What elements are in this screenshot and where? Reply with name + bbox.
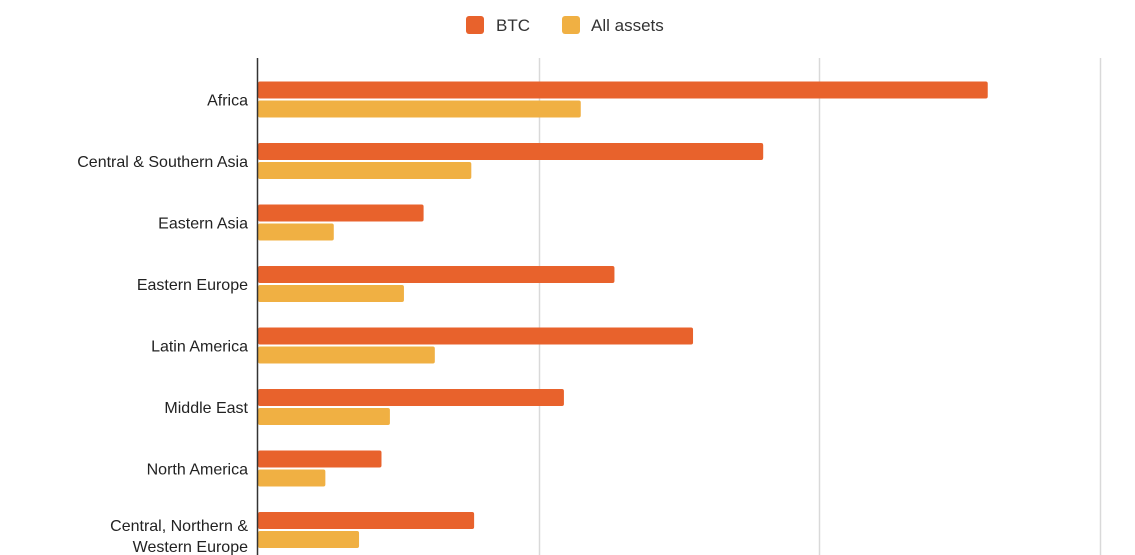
bar-all-assets-6 [258,469,326,487]
bar-all-assets-4 [258,346,435,364]
bar-btc-7 [258,512,475,529]
category-label-7: Central, Northern & Western Europe [110,518,248,555]
gridlines [538,58,1102,555]
category-label-5: Middle East [164,400,248,417]
bars [258,81,988,548]
category-label-3: Eastern Europe [137,277,248,294]
legend-swatch-all-assets [562,16,580,34]
bar-btc-2 [258,204,424,222]
bar-btc-1 [258,143,764,160]
category-label-6: North America [147,462,248,479]
bar-btc-0 [258,81,988,99]
chart-legend: BTC All assets [466,16,664,35]
category-label-4: Latin America [151,339,248,356]
legend-swatch-btc [466,16,484,34]
legend-label-btc: BTC [496,16,530,35]
category-label-1: Central & Southern Asia [77,154,248,171]
category-label-2: Eastern Asia [158,216,248,233]
bar-btc-4 [258,327,694,345]
bar-btc-6 [258,450,382,468]
bar-all-assets-3 [258,285,404,302]
bar-all-assets-2 [258,223,334,241]
category-label-0: Africa [207,93,248,110]
legend-label-all-assets: All assets [591,16,664,35]
category-labels: Africa Central & Southern Asia Eastern Asi… [77,93,248,555]
bar-all-assets-7 [258,531,360,548]
bar-all-assets-0 [258,100,581,118]
bar-all-assets-5 [258,408,390,425]
bar-btc-3 [258,266,615,283]
bar-btc-5 [258,389,564,406]
bar-all-assets-1 [258,162,472,179]
